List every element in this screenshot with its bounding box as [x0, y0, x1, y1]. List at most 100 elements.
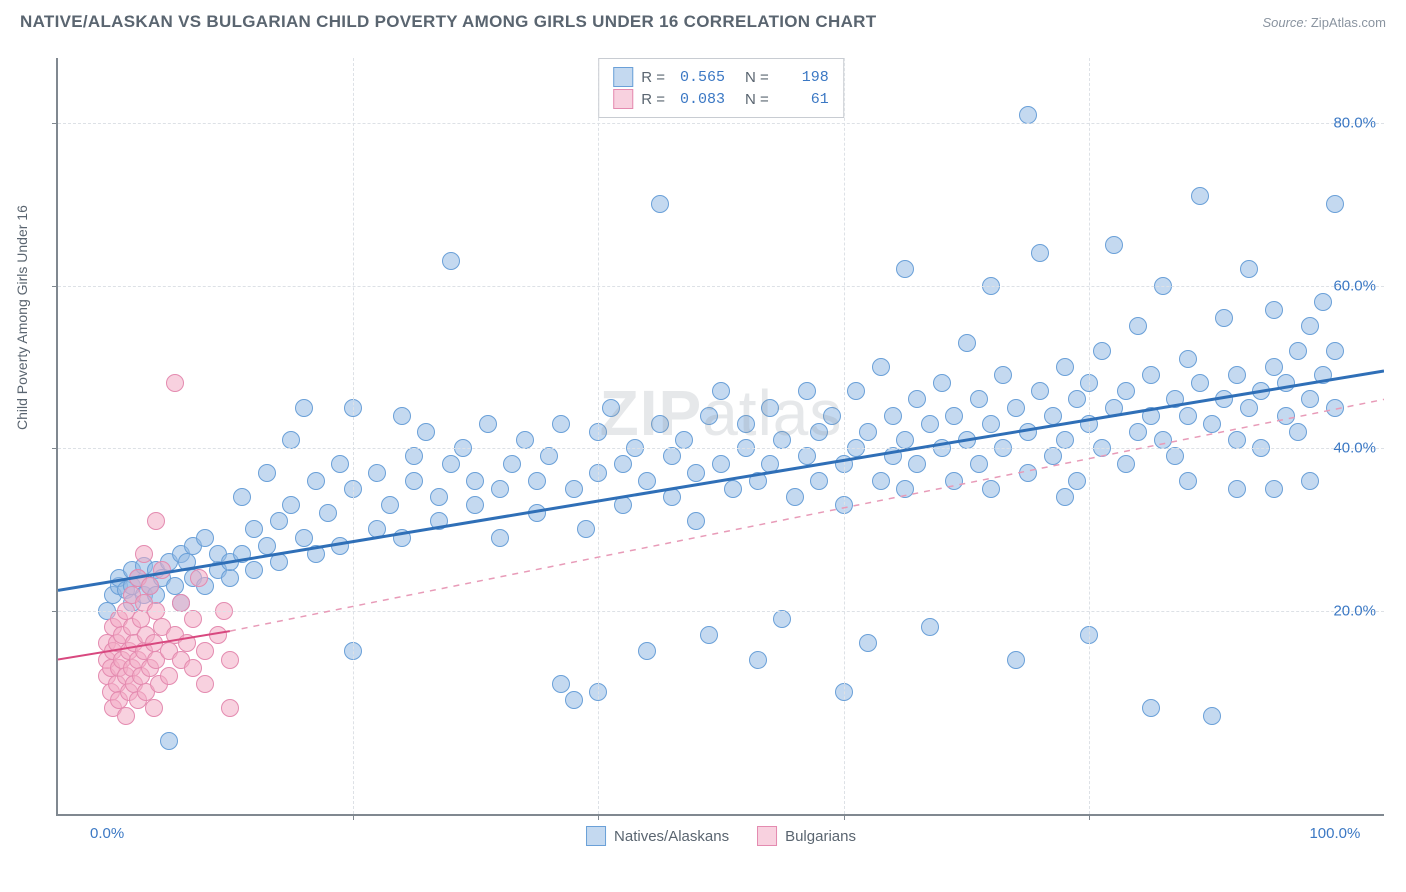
data-point-natives	[1252, 382, 1270, 400]
data-point-natives	[442, 455, 460, 473]
data-point-natives	[430, 512, 448, 530]
data-point-natives	[565, 691, 583, 709]
data-point-natives	[147, 561, 165, 579]
data-point-natives	[1215, 309, 1233, 327]
data-point-natives	[417, 423, 435, 441]
y-tick-label: 60.0%	[1333, 277, 1376, 294]
data-point-natives	[258, 464, 276, 482]
data-point-natives	[123, 594, 141, 612]
data-point-natives	[1093, 342, 1111, 360]
data-point-natives	[908, 390, 926, 408]
data-point-natives	[663, 447, 681, 465]
data-point-natives	[970, 390, 988, 408]
data-point-natives	[761, 455, 779, 473]
data-point-bulgarians	[160, 642, 178, 660]
data-point-natives	[160, 553, 178, 571]
data-point-natives	[1154, 431, 1172, 449]
data-point-bulgarians	[129, 651, 147, 669]
data-point-natives	[172, 545, 190, 563]
data-point-natives	[381, 496, 399, 514]
data-point-bulgarians	[166, 374, 184, 392]
data-point-natives	[1031, 244, 1049, 262]
data-point-natives	[1314, 366, 1332, 384]
data-point-natives	[110, 569, 128, 587]
data-point-natives	[1056, 358, 1074, 376]
data-point-natives	[823, 407, 841, 425]
gridline-vertical	[844, 58, 845, 814]
data-point-bulgarians	[117, 707, 135, 725]
gridline-vertical	[1089, 58, 1090, 814]
data-point-natives	[1301, 317, 1319, 335]
data-point-natives	[117, 581, 135, 599]
legend-stats-box: R =0.565N =198R =0.083N = 61	[598, 58, 844, 118]
data-point-natives	[503, 455, 521, 473]
legend-bottom: Natives/AlaskansBulgarians	[586, 826, 856, 846]
data-point-natives	[687, 512, 705, 530]
data-point-natives	[430, 488, 448, 506]
data-point-natives	[872, 358, 890, 376]
data-point-natives	[687, 464, 705, 482]
data-point-natives	[153, 569, 171, 587]
data-point-natives	[1203, 707, 1221, 725]
data-point-natives	[1142, 366, 1160, 384]
data-point-natives	[129, 569, 147, 587]
data-point-natives	[970, 455, 988, 473]
data-point-bulgarians	[102, 659, 120, 677]
data-point-natives	[872, 472, 890, 490]
data-point-natives	[1007, 399, 1025, 417]
x-tick-mark	[353, 814, 354, 820]
data-point-bulgarians	[113, 626, 131, 644]
y-tick-label: 80.0%	[1333, 115, 1376, 132]
data-point-natives	[1031, 382, 1049, 400]
x-tick-label: 0.0%	[90, 825, 124, 842]
data-point-natives	[773, 610, 791, 628]
data-point-natives	[798, 382, 816, 400]
data-point-bulgarians	[98, 651, 116, 669]
data-point-bulgarians	[129, 569, 147, 587]
data-point-natives	[110, 577, 128, 595]
data-point-natives	[1068, 390, 1086, 408]
data-point-natives	[1265, 480, 1283, 498]
data-point-natives	[1265, 358, 1283, 376]
data-point-natives	[1117, 382, 1135, 400]
data-point-natives	[614, 455, 632, 473]
data-point-natives	[908, 455, 926, 473]
data-point-natives	[1179, 472, 1197, 490]
data-point-bulgarians	[104, 699, 122, 717]
data-point-natives	[491, 480, 509, 498]
trendlines-layer	[58, 58, 1384, 814]
data-point-natives	[209, 561, 227, 579]
data-point-bulgarians	[135, 545, 153, 563]
data-point-natives	[958, 334, 976, 352]
data-point-natives	[405, 447, 423, 465]
data-point-bulgarians	[104, 618, 122, 636]
data-point-bulgarians	[196, 642, 214, 660]
data-point-natives	[295, 529, 313, 547]
data-point-natives	[184, 537, 202, 555]
data-point-natives	[1191, 374, 1209, 392]
gridline-vertical	[598, 58, 599, 814]
stat-n-value: 61	[777, 91, 829, 108]
data-point-natives	[196, 577, 214, 595]
data-point-natives	[1179, 407, 1197, 425]
data-point-bulgarians	[145, 699, 163, 717]
data-point-bulgarians	[221, 699, 239, 717]
source-label: Source:	[1262, 15, 1310, 30]
data-point-bulgarians	[104, 642, 122, 660]
chart-header: NATIVE/ALASKAN VS BULGARIAN CHILD POVERT…	[20, 12, 1386, 32]
x-tick-mark	[1089, 814, 1090, 820]
stat-n-label: N =	[745, 69, 769, 86]
data-point-natives	[958, 431, 976, 449]
data-point-natives	[859, 423, 877, 441]
data-point-bulgarians	[113, 651, 131, 669]
y-axis-label: Child Poverty Among Girls Under 16	[14, 205, 30, 430]
stat-r-label: R =	[641, 91, 665, 108]
data-point-natives	[331, 537, 349, 555]
data-point-natives	[798, 447, 816, 465]
data-point-natives	[712, 455, 730, 473]
data-point-natives	[638, 642, 656, 660]
y-tick-mark	[52, 611, 58, 612]
x-tick-mark	[844, 814, 845, 820]
data-point-natives	[1326, 399, 1344, 417]
source-attribution: Source: ZipAtlas.com	[1262, 15, 1386, 30]
